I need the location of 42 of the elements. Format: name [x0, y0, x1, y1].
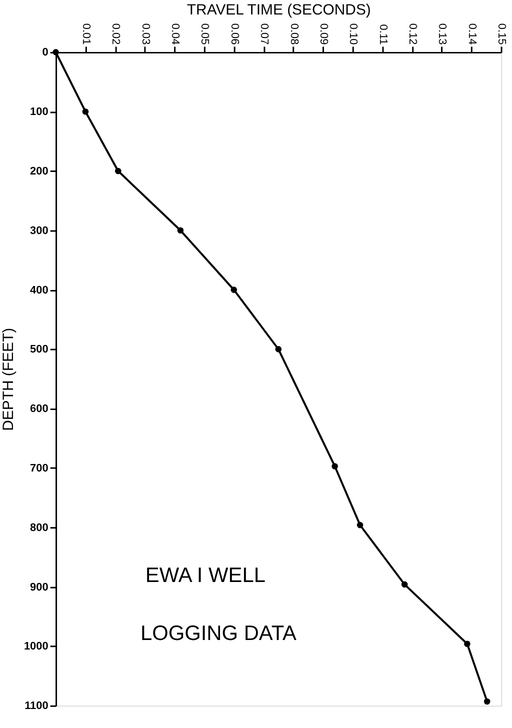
annotation: EWA I WELL: [145, 564, 266, 588]
x-tick-label: 0.14: [466, 23, 478, 45]
x-axis-title: TRAVEL TIME (SECONDS): [186, 1, 371, 18]
y-tick-label: 700: [30, 462, 48, 475]
point: [332, 463, 338, 470]
point: [82, 108, 89, 115]
x-tick-label: 0.01: [80, 23, 92, 45]
y-tick-label: 0: [42, 46, 48, 59]
y-axis-title: DEPTH (FEET): [0, 328, 17, 431]
x-tick-label: 0.04: [169, 23, 182, 45]
x-tick-label: 0.11: [376, 24, 389, 45]
point: [484, 698, 490, 705]
y-tick-label: 100: [30, 106, 48, 118]
x-tick-label: 0.08: [288, 23, 300, 45]
point: [52, 49, 59, 56]
x-tick-label: 0.09: [317, 23, 330, 45]
annotation: LOGGING DATA: [140, 622, 297, 645]
y-tick-label: 300: [30, 224, 48, 237]
point: [177, 227, 184, 234]
point: [401, 581, 408, 588]
y-tick-label: 900: [30, 581, 48, 594]
x-tick-label: 0.13: [436, 23, 448, 45]
point: [114, 168, 122, 174]
x-tick-label: 0.06: [228, 23, 240, 45]
y-tick-label: 400: [30, 284, 48, 296]
point: [275, 346, 282, 352]
y-tick-label: 800: [30, 522, 48, 534]
x-tick-label: 0.10: [347, 23, 360, 45]
point: [356, 522, 364, 528]
x-tick-label: 0.12: [406, 23, 418, 45]
point: [230, 286, 238, 293]
y-tick-label: 200: [30, 165, 48, 178]
y-tick-label: 500: [30, 344, 48, 356]
x-tick-label: 0.05: [198, 23, 211, 45]
x-tick-label: 0.15: [496, 23, 508, 45]
x-tick-label: 0.03: [139, 23, 152, 45]
point: [464, 640, 470, 647]
y-tick-label: 1100: [24, 700, 48, 712]
y-tick-label: 1000: [24, 640, 48, 653]
x-tick-label: 0.02: [110, 23, 122, 45]
y-tick-label: 600: [30, 403, 48, 416]
x-tick-label: 0.07: [258, 23, 270, 45]
